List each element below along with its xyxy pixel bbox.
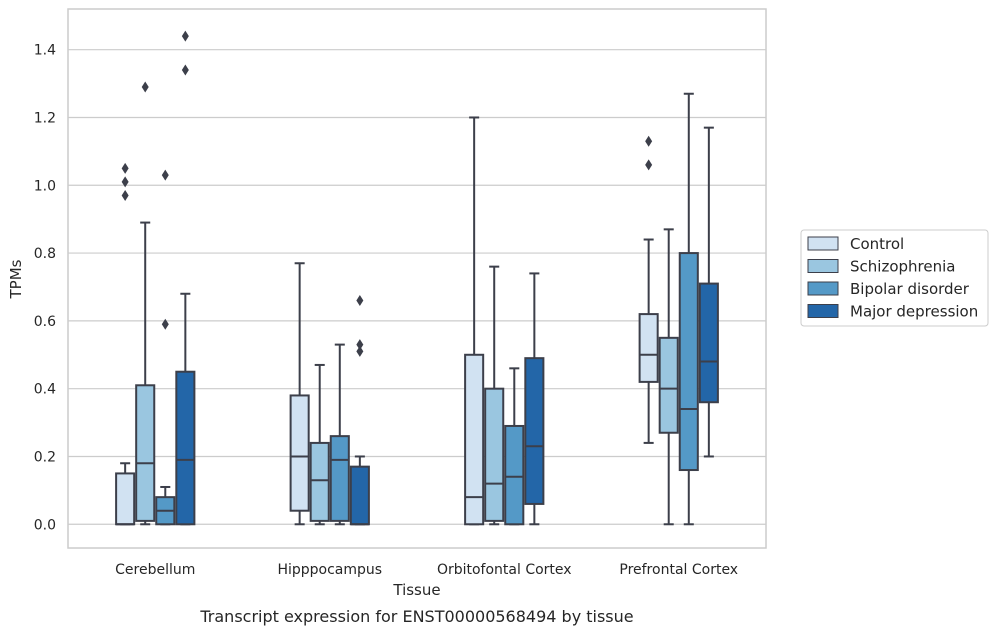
box-series bbox=[115, 30, 719, 526]
legend-label: Bipolar disorder bbox=[850, 280, 970, 298]
x-axis-label: Tissue bbox=[392, 581, 440, 599]
box-body bbox=[678, 252, 699, 472]
box-body bbox=[658, 336, 679, 434]
box-3-2 bbox=[678, 92, 699, 526]
box-0-2 bbox=[155, 169, 176, 526]
outlier-point bbox=[356, 345, 364, 357]
outlier-point bbox=[356, 295, 364, 307]
y-tick-labels: 0.0 0.2 0.4 0.6 0.8 1.0 1.2 1.4 bbox=[34, 43, 56, 534]
y-axis-label: TPMs bbox=[7, 259, 25, 299]
legend-swatch bbox=[807, 259, 839, 273]
outlier-point bbox=[121, 189, 129, 201]
outlier-point bbox=[161, 318, 169, 330]
legend-frame bbox=[800, 229, 989, 327]
box-body bbox=[329, 435, 350, 522]
box-1-0 bbox=[289, 262, 310, 526]
x-tick-label: Orbitofontal Cortex bbox=[437, 562, 572, 578]
y-tick-label: 0.2 bbox=[34, 449, 56, 465]
outlier-point bbox=[181, 30, 189, 42]
y-tick-label: 0.4 bbox=[34, 382, 56, 398]
legend-swatch bbox=[807, 236, 839, 251]
x-tick-label: Prefrontal Cortex bbox=[619, 562, 738, 578]
y-tick-label: 0.0 bbox=[34, 517, 56, 533]
y-tick-label: 1.4 bbox=[34, 43, 56, 59]
y-tick-label: 1.0 bbox=[34, 178, 56, 194]
box-2-3 bbox=[524, 272, 545, 526]
box-2-1 bbox=[484, 265, 505, 526]
box-0-3 bbox=[175, 30, 196, 526]
y-tick-label: 1.2 bbox=[34, 110, 56, 126]
outlier-point bbox=[161, 169, 169, 181]
box-2-2 bbox=[504, 367, 525, 526]
legend: Control Schizophrenia Bipolar disorder Majo… bbox=[800, 229, 989, 327]
box-body bbox=[698, 282, 719, 404]
grid-lines bbox=[68, 49, 766, 525]
box-3-0 bbox=[638, 135, 659, 444]
box-body bbox=[638, 313, 659, 383]
legend-label: Major depression bbox=[850, 303, 978, 321]
x-tick-labels: Cerebellum Hipppocampus Orbitofontal Corte… bbox=[115, 562, 738, 578]
plot-frame bbox=[67, 8, 767, 549]
legend-swatch bbox=[807, 281, 839, 296]
box-3-1 bbox=[658, 228, 679, 526]
outlier-point bbox=[121, 176, 129, 188]
box-0-1 bbox=[135, 81, 156, 526]
outlier-point bbox=[181, 64, 189, 76]
outlier-point bbox=[645, 135, 653, 147]
box-body bbox=[135, 384, 156, 522]
box-body bbox=[289, 394, 310, 512]
box-body bbox=[309, 441, 330, 522]
box-body bbox=[484, 387, 505, 522]
outlier-point bbox=[356, 339, 364, 351]
box-0-0 bbox=[115, 162, 136, 526]
legend-label: Schizophrenia bbox=[850, 258, 955, 276]
box-body bbox=[464, 353, 485, 526]
x-tick-label: Hipppocampus bbox=[277, 562, 382, 578]
box-1-3 bbox=[349, 295, 370, 526]
box-body bbox=[524, 357, 545, 505]
box-2-0 bbox=[464, 116, 485, 526]
outlier-point bbox=[645, 159, 653, 171]
outlier-point bbox=[121, 162, 129, 174]
y-tick-label: 0.6 bbox=[34, 314, 56, 330]
box-body bbox=[115, 472, 136, 526]
chart-caption: Transcript expression for ENST0000056849… bbox=[199, 607, 633, 626]
box-3-3 bbox=[698, 126, 719, 458]
legend-label: Control bbox=[850, 235, 904, 253]
x-tick-label: Cerebellum bbox=[115, 562, 195, 578]
y-tick-label: 0.8 bbox=[34, 246, 56, 262]
box-1-2 bbox=[329, 343, 350, 526]
box-1-1 bbox=[309, 363, 330, 526]
outlier-point bbox=[141, 81, 149, 93]
legend-swatch bbox=[807, 304, 839, 318]
box-body bbox=[175, 370, 196, 526]
box-body bbox=[504, 424, 525, 526]
box-body bbox=[349, 465, 370, 526]
